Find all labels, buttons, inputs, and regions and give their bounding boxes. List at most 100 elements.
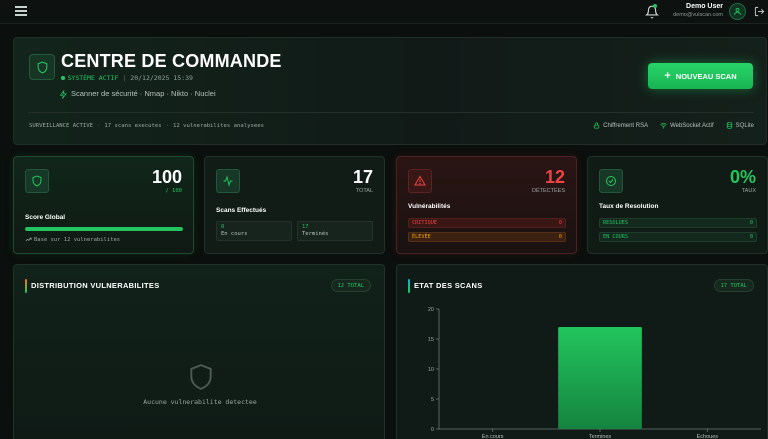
scans-card: 17 TOTAL Scans Effectués 0 En cours 17 T… <box>204 156 385 254</box>
score-note: Base sur 12 vulnerabilites <box>25 236 120 243</box>
page-title: CENTRE DE COMMANDE <box>61 51 282 71</box>
x-tick-label: Echoues <box>697 434 719 439</box>
alert-triangle-icon <box>414 175 426 186</box>
vulns-value: 12 <box>544 167 565 187</box>
surveillance-label: SURVEILLANCE ACTIVE <box>29 123 93 129</box>
logout-icon[interactable] <box>754 6 765 17</box>
pending-count: 0 <box>749 234 753 240</box>
lock-icon <box>593 122 600 129</box>
encryption-badge: Chiffrement RSA <box>593 122 648 129</box>
high-label: ÉLEVÉE <box>412 234 431 240</box>
hero-divider <box>28 112 754 113</box>
bell-icon[interactable] <box>645 5 659 19</box>
user-name: Demo User <box>686 3 723 10</box>
database-icon <box>726 122 732 129</box>
new-scan-label: NOUVEAU SCAN <box>675 71 737 81</box>
command-center-hero: CENTRE DE COMMANDE SYSTÈME ACTIF | 20/12/2… <box>13 37 767 145</box>
database-badge: SQLite <box>726 122 754 129</box>
empty-state-text: Aucune vulnerabilite detectee <box>143 398 257 406</box>
shield-icon <box>37 61 47 74</box>
scans-state-total-badge: 17 TOTAL <box>713 279 754 292</box>
pending-row: EN COURS 0 <box>599 232 757 242</box>
top-bar: Demo User demo@vulscan.com <box>0 0 768 24</box>
user-icon <box>734 8 741 15</box>
encryption-label: Chiffrement RSA <box>603 122 649 129</box>
vulns-analyzed: 12 vulnerabilites analysees <box>173 123 264 129</box>
y-tick-label: 5 <box>431 397 434 403</box>
hero-subtitle: Scanner de sécurité · Nmap · Nikto · Nuc… <box>59 88 216 100</box>
vulns-unit: DÉTECTÉES <box>531 188 565 194</box>
vulnerability-distribution-panel: DISTRIBUTION VULNERABILITES 12 TOTAL Auc… <box>13 264 385 439</box>
trend-up-icon <box>25 237 32 242</box>
scans-unit: TOTAL <box>355 188 373 194</box>
scans-done-label: Terminés <box>302 231 329 237</box>
resolution-card: 0% TAUX Taux de Resolution RESOLUES 0 EN … <box>587 156 768 254</box>
scans-done-box: 17 Terminés <box>297 221 373 241</box>
footer-separator: · <box>165 123 170 129</box>
system-badges: Chiffrement RSA WebSocket Actif SQLite <box>593 122 754 129</box>
wifi-icon <box>660 123 667 129</box>
score-value: 100 <box>151 167 182 187</box>
footer-separator: · <box>97 123 101 129</box>
y-tick-label: 15 <box>428 337 434 343</box>
plus-icon: + <box>664 70 671 82</box>
x-tick-label: En cours <box>482 434 504 439</box>
critical-count: 0 <box>558 220 562 226</box>
hero-subtitle-text: Scanner de sécurité · Nmap · Nikto · Nuc… <box>71 89 216 98</box>
y-tick-label: 20 <box>428 307 434 313</box>
status-dot <box>61 76 65 80</box>
websocket-label: WebSocket Actif <box>670 122 714 129</box>
distribution-title: DISTRIBUTION VULNERABILITES <box>31 281 160 290</box>
score-label: Score Global <box>25 214 66 221</box>
menu-icon[interactable] <box>15 6 27 18</box>
pending-label: EN COURS <box>603 234 628 240</box>
resolution-value: 0% <box>729 167 756 187</box>
vulns-icon-badge <box>408 169 432 193</box>
system-status: SYSTÈME ACTIF | 20/12/2025 15:39 <box>61 74 193 82</box>
user-email: demo@vulscan.com <box>673 12 723 18</box>
resolved-count: 0 <box>749 220 753 226</box>
status-label: SYSTÈME ACTIF <box>67 74 119 82</box>
scans-state-panel: ETAT DES SCANS 17 TOTAL 0 5 10 15 20 En cours… <box>396 264 768 439</box>
vulns-label: Vulnérabilités <box>408 203 451 210</box>
scans-done-count: 17 <box>302 224 309 230</box>
scans-running-count: 0 <box>221 224 225 230</box>
score-progress-fill <box>25 227 183 231</box>
check-circle-icon <box>606 176 616 186</box>
vulnerabilities-card: 12 DÉTECTÉES Vulnérabilités CRITIQUE 0 ÉL… <box>396 156 577 254</box>
score-unit: / 100 <box>165 188 182 194</box>
new-scan-button[interactable]: + NOUVEAU SCAN <box>648 63 753 89</box>
scans-state-title: ETAT DES SCANS <box>414 281 483 290</box>
score-icon-badge <box>25 169 49 193</box>
scans-value: 17 <box>352 167 373 187</box>
score-progress-bar <box>25 227 183 231</box>
scans-icon-badge <box>216 169 240 193</box>
scans-running-box: 0 En cours <box>216 221 292 241</box>
websocket-badge: WebSocket Actif <box>660 122 714 129</box>
y-tick-label: 10 <box>428 367 434 373</box>
resolution-label: Taux de Resolution <box>599 203 659 210</box>
bar-termines <box>558 327 642 429</box>
score-note-text: Base sur 12 vulnerabilites <box>34 237 121 243</box>
y-tick-label: 0 <box>431 427 434 433</box>
hero-shield-badge <box>29 54 55 80</box>
status-separator: | <box>122 74 127 82</box>
high-count: 0 <box>558 234 562 240</box>
shield-icon <box>190 364 212 390</box>
shield-icon <box>32 175 42 187</box>
critical-label: CRITIQUE <box>412 220 437 226</box>
resolution-unit: TAUX <box>741 188 756 194</box>
avatar[interactable] <box>729 3 746 20</box>
scans-label: Scans Effectués <box>216 207 267 214</box>
scans-bar-chart: 0 5 10 15 20 En cours Termines Echoues <box>428 307 761 439</box>
scans-executed: 17 scans executes <box>104 123 162 129</box>
resolved-row: RESOLUES 0 <box>599 218 757 228</box>
panel-accent-bar <box>25 279 27 293</box>
critical-row: CRITIQUE 0 <box>408 218 566 228</box>
zap-icon <box>59 88 67 100</box>
score-card: 100 / 100 Score Global Base sur 12 vulne… <box>13 156 194 254</box>
resolution-icon-badge <box>599 169 623 193</box>
database-label: SQLite <box>735 122 754 129</box>
high-row: ÉLEVÉE 0 <box>408 232 566 242</box>
x-tick-label: Termines <box>589 434 612 439</box>
